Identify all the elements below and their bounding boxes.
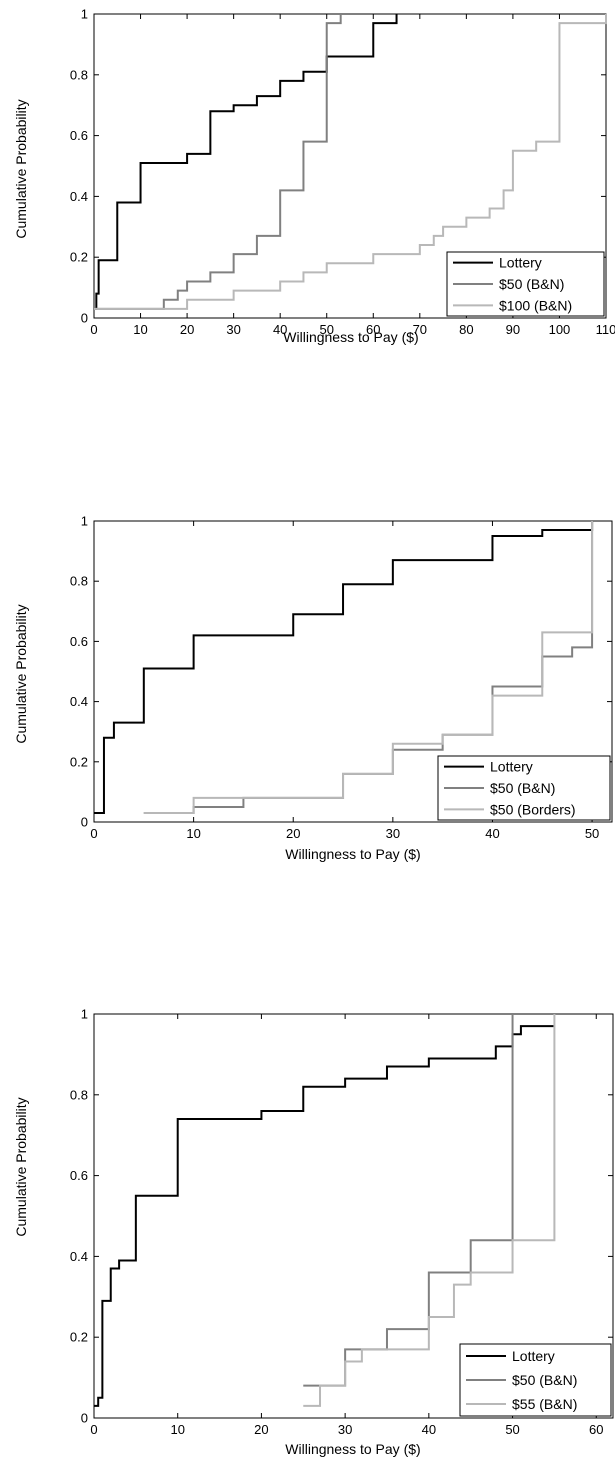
legend-2: Lottery $50 (B&N) $50 (Borders) [437,755,611,821]
y-tick-label: 0.2 [70,250,88,265]
x-tick-label: 30 [386,826,400,841]
y-tick-label: 0.6 [70,634,88,649]
plot-frame-3 [93,1013,614,1419]
x-tick-label: 20 [180,322,194,337]
y-tick-label: 0.8 [70,1087,88,1102]
x-tick-label: 40 [422,1422,436,1437]
legend-label: $50 (B&N) [512,1372,577,1388]
legend-label: $55 (B&N) [512,1396,577,1412]
y-tick-label: 0 [81,1411,88,1426]
y-axis-title-3: Cumulative Probability [13,1097,29,1236]
x-axis-title-3: Willingness to Pay ($) [285,1441,420,1457]
chart-panel-1: Cumulative Probability Willingness to Pa… [13,7,615,346]
x-tick-label: 20 [286,826,300,841]
legend-label: Lottery [499,255,542,271]
series-line-3 [94,14,607,310]
legend-label: $100 (B&N) [499,297,572,313]
series-line-3 [303,1014,556,1407]
series-line-3 [143,521,594,814]
legend-label: $50 (Borders) [490,801,576,817]
x-tick-label: 0 [90,1422,97,1437]
y-tick-label: 0.6 [70,1168,88,1183]
x-tick-label: 10 [170,1422,184,1437]
y-tick-label: 0.4 [70,189,88,204]
x-tick-label: 100 [549,322,571,337]
y-axis-title-1: Cumulative Probability [13,99,29,238]
legend-1: Lottery $50 (B&N) $100 (B&N) [446,251,605,317]
x-tick-label: 30 [226,322,240,337]
chart-panel-2: Cumulative Probability Willingness to Pa… [13,514,613,862]
x-tick-label: 0 [90,826,97,841]
x-tick-label: 30 [338,1422,352,1437]
x-axis-title-1: Willingness to Pay ($) [283,329,418,345]
y-axis-title-2: Cumulative Probability [13,604,29,743]
y-tick-label: 1 [81,514,88,529]
x-tick-label: 0 [90,322,97,337]
x-tick-label: 20 [254,1422,268,1437]
legend-label: $50 (B&N) [490,780,555,796]
y-tick-label: 0.4 [70,1249,88,1264]
chart-panel-3: Cumulative Probability Willingness to Pa… [13,1007,614,1457]
x-tick-label: 90 [506,322,520,337]
y-tick-label: 0.6 [70,128,88,143]
x-tick-label: 40 [485,826,499,841]
x-tick-label: 40 [273,322,287,337]
y-tick-label: 0.4 [70,694,88,709]
series-line-1 [94,1025,555,1407]
y-tick-label: 0.8 [70,574,88,589]
y-tick-label: 0.8 [70,67,88,82]
y-tick-label: 0 [81,311,88,326]
x-axis-title-2: Willingness to Pay ($) [285,846,420,862]
x-tick-label: 110 [596,322,615,337]
y-tick-label: 1 [81,1007,88,1022]
x-tick-label: 80 [459,322,473,337]
y-tick-label: 0.2 [70,754,88,769]
x-tick-label: 10 [133,322,147,337]
plot-frame-2 [93,520,613,823]
series-line-2 [94,14,342,310]
legend-label: Lottery [490,759,533,775]
x-tick-label: 70 [413,322,427,337]
legend-3: Lottery $50 (B&N) $55 (B&N) [459,1343,612,1417]
legend-label: $50 (B&N) [499,276,564,292]
x-tick-label: 50 [319,322,333,337]
x-tick-label: 60 [366,322,380,337]
plot-frame-1 [93,13,607,319]
series-line-1 [94,521,594,814]
x-tick-label: 50 [585,826,599,841]
y-tick-label: 1 [81,7,88,22]
y-tick-label: 0.2 [70,1330,88,1345]
x-tick-label: 10 [186,826,200,841]
y-tick-label: 0 [81,815,88,830]
x-tick-label: 50 [505,1422,519,1437]
legend-label: Lottery [512,1348,555,1364]
x-tick-label: 60 [589,1422,603,1437]
